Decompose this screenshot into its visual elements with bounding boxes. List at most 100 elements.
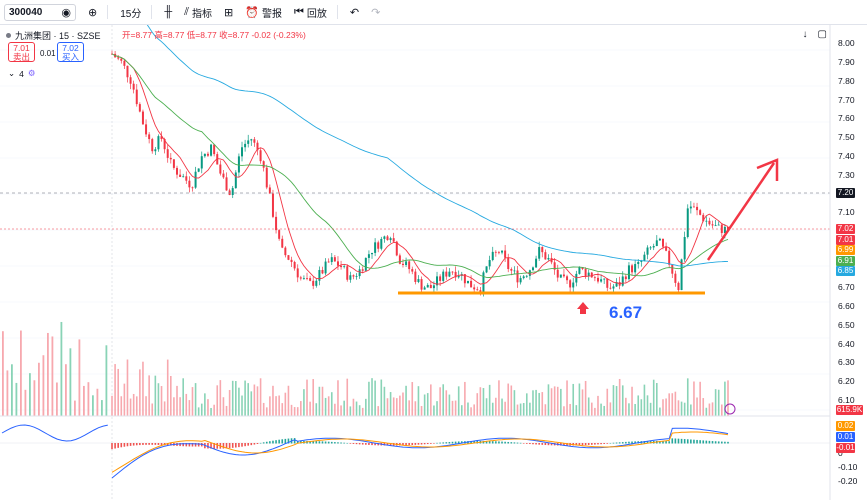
undo-button[interactable]: ↶ (350, 6, 359, 19)
macd-histogram-bar (269, 441, 271, 444)
candle-body (271, 193, 274, 217)
macd-histogram-bar (352, 443, 355, 444)
volume-bar (15, 382, 18, 416)
symbol-name[interactable]: 九洲集团 · 15 · SZSE (15, 31, 101, 41)
lightning-icon[interactable] (724, 403, 736, 415)
candle-body (699, 210, 702, 215)
macd-histogram-bar (600, 443, 602, 445)
macd-histogram-bar (448, 441, 451, 444)
macd-histogram-bar (677, 438, 680, 444)
macd-histogram-bar (399, 443, 401, 446)
volume-bar (219, 380, 222, 416)
settings-icon[interactable]: ⚙ (27, 68, 36, 78)
macd-histogram-bar (157, 443, 160, 445)
volume-bar (603, 405, 605, 416)
price-tick-label: 8.00 (838, 38, 855, 49)
candle-body (683, 236, 686, 260)
candle-body (306, 278, 309, 279)
eye-icon[interactable]: ◉ (61, 6, 71, 19)
volume-bar (618, 378, 621, 416)
volume-bar (643, 384, 646, 416)
macd-histogram-bar (318, 441, 321, 444)
buy-button[interactable]: 7.02 买入 (57, 42, 84, 62)
candle-body (163, 139, 166, 150)
candle-body (436, 276, 439, 286)
candle-body (154, 149, 157, 152)
macd-histogram-bar (337, 442, 339, 444)
candle-body (401, 263, 404, 265)
macd-histogram-bar (151, 443, 154, 445)
candle-body (432, 285, 435, 289)
volume-bar (699, 381, 701, 416)
volume-bar (646, 395, 649, 416)
candle-body (578, 267, 581, 274)
candle-body (318, 269, 321, 281)
moving-averages (111, 25, 729, 285)
candle-body (343, 266, 346, 268)
volume-bar (160, 386, 163, 416)
candle-body (358, 269, 361, 277)
macd-histogram-bar (148, 443, 150, 445)
macd-histogram-bar (696, 439, 698, 444)
volume-bar (460, 405, 463, 416)
macd-histogram-bar (683, 439, 686, 444)
candle-body (658, 238, 661, 241)
candle-body (624, 276, 627, 280)
candle-body (572, 282, 575, 288)
sell-button[interactable]: 7.01 卖出 (8, 42, 35, 62)
candle-body (714, 225, 717, 227)
volume-bar (327, 396, 330, 416)
candle-body (559, 274, 562, 278)
chart-type-button[interactable]: ╫ (164, 6, 172, 18)
volume-bar (163, 401, 166, 416)
scroll-down-icon[interactable]: ↓ (802, 29, 808, 40)
macd-histogram-bar (179, 443, 181, 447)
volume-bar (222, 397, 225, 416)
chart-canvas[interactable] (0, 25, 867, 500)
candle-body (547, 257, 550, 260)
volume-bar (519, 403, 522, 416)
macd-histogram-bar (590, 443, 593, 445)
volume-bar (683, 402, 686, 416)
volume-bar (244, 380, 246, 416)
volume-bar (705, 407, 708, 416)
layouts-button[interactable]: ⊞ (224, 6, 233, 19)
interval-button[interactable]: 15分 (120, 5, 141, 20)
candle-body (497, 252, 500, 254)
macd-histogram-bar (185, 443, 188, 447)
volume-bar (334, 403, 336, 416)
volume-bar (2, 331, 4, 416)
candle-body (278, 230, 281, 239)
indicators-toggle[interactable]: ⌄ 4 ⚙ (8, 68, 35, 79)
candle-body (627, 265, 630, 280)
redo-button[interactable]: ↷ (371, 6, 380, 19)
volume-bar (312, 379, 315, 416)
indicator-chart-icon: ⫽ (184, 5, 190, 18)
macd-histogram-bar (327, 441, 330, 444)
indicators-button[interactable]: ⫽ 指标 (184, 5, 212, 20)
volume-bar (300, 401, 302, 416)
candle-body (426, 284, 429, 288)
macd-histogram-bar (433, 443, 435, 444)
alert-button[interactable]: ⏰ 警报 (245, 5, 282, 20)
macd-histogram-bar (324, 441, 327, 444)
macd-histogram-bar (166, 443, 169, 446)
replay-button[interactable]: ⏮ 回放 (294, 5, 327, 20)
candle-body (321, 269, 324, 274)
macd-histogram-bar (711, 441, 714, 444)
candle-body (420, 279, 423, 290)
volume-badge: 615.9K (836, 405, 863, 415)
maximize-icon[interactable]: ▢ (817, 29, 827, 40)
interval-label: 15分 (120, 8, 142, 20)
volume-bar (386, 398, 389, 416)
symbol-search-box[interactable]: 300040 ◉ (4, 3, 76, 21)
macd-histogram-bar (708, 440, 711, 444)
volume-bar (563, 406, 565, 416)
macd-signal-line (111, 431, 729, 473)
volume-bar (711, 402, 714, 416)
add-symbol-button[interactable]: ⊕ (88, 6, 97, 19)
macd-histogram-bar (680, 438, 683, 444)
macd-histogram-bar (309, 440, 311, 444)
volume-bar (241, 395, 243, 416)
volume-bar (553, 386, 556, 416)
